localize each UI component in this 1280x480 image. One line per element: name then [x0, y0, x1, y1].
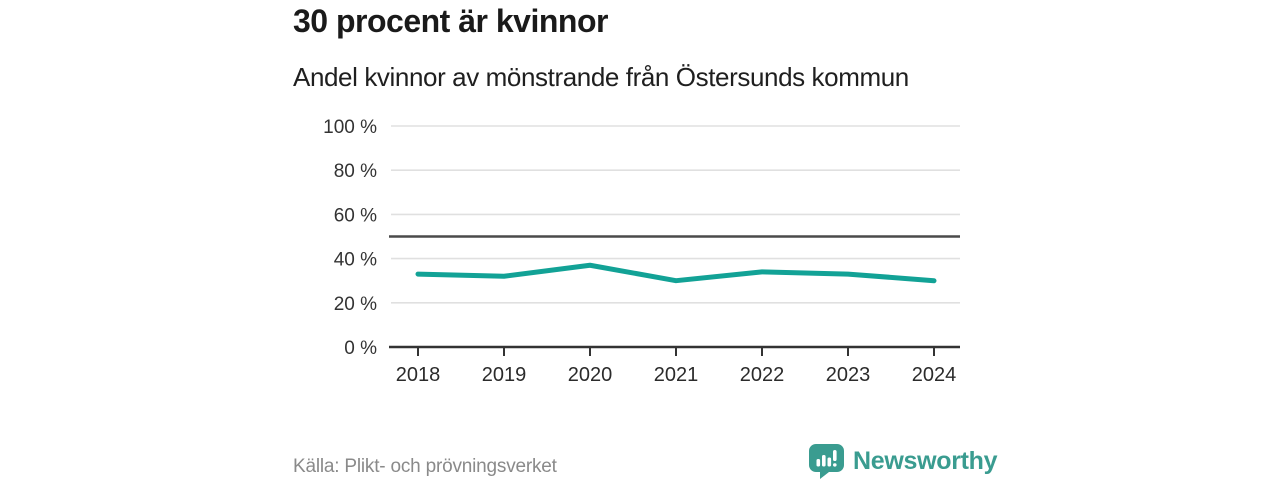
source-note: Källa: Plikt- och prövningsverket — [293, 456, 557, 477]
newsworthy-logo[interactable]: Newsworthy — [808, 443, 998, 479]
svg-text:2021: 2021 — [654, 364, 699, 386]
newsworthy-logo-icon — [809, 444, 844, 479]
newsworthy-logo-text: Newsworthy — [853, 446, 998, 475]
svg-text:2024: 2024 — [912, 364, 957, 386]
svg-text:2018: 2018 — [396, 364, 441, 386]
svg-text:2023: 2023 — [826, 364, 871, 386]
svg-text:20 %: 20 % — [334, 294, 377, 315]
svg-text:2022: 2022 — [740, 364, 785, 386]
svg-text:100 %: 100 % — [323, 117, 377, 138]
chart-title: 30 procent är kvinnor — [293, 3, 608, 39]
chart-subtitle: Andel kvinnor av mönstrande från Östersu… — [293, 62, 909, 92]
svg-text:2019: 2019 — [482, 364, 527, 386]
svg-text:0 %: 0 % — [344, 338, 377, 359]
svg-text:2020: 2020 — [568, 364, 613, 386]
svg-text:80 %: 80 % — [334, 161, 377, 182]
svg-text:60 %: 60 % — [334, 205, 377, 226]
svg-text:40 %: 40 % — [334, 250, 377, 271]
line-chart: 0 % 20 % 40 % 60 % 80 % 100 % 2018 2019 2020 2021… — [323, 117, 960, 386]
